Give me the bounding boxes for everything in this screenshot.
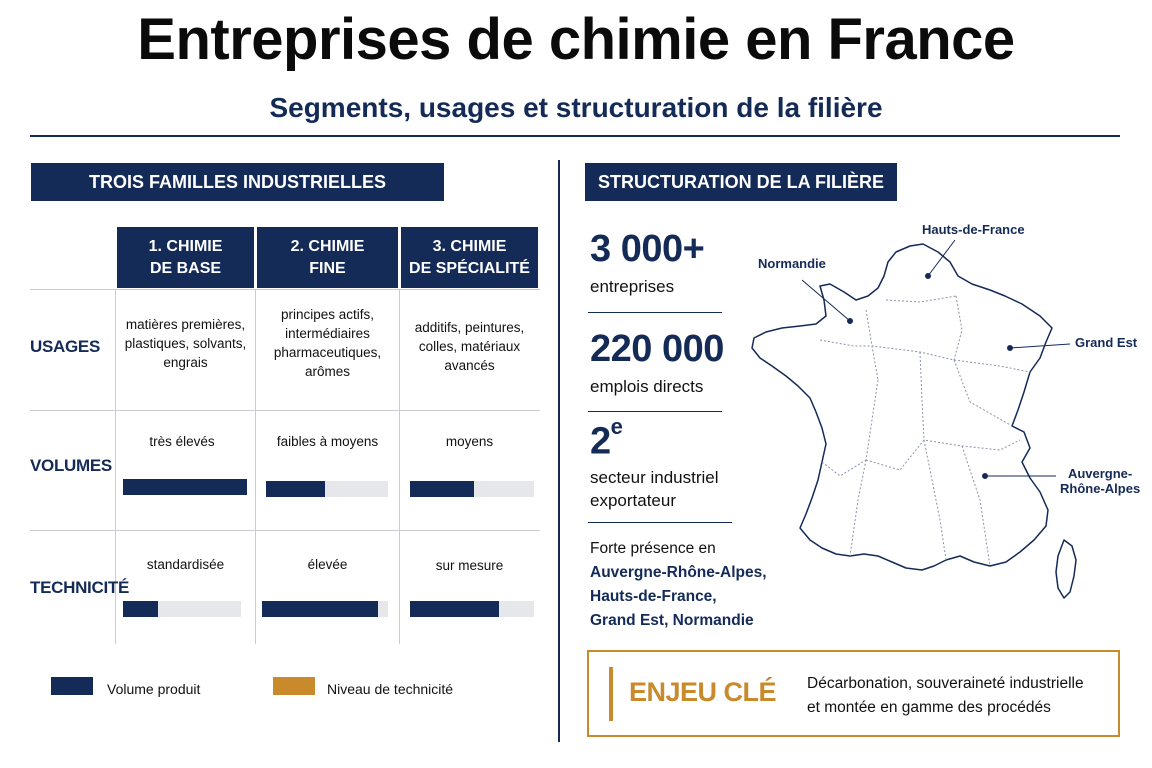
grid-line bbox=[30, 530, 540, 531]
usages-cell-specialite: additifs, peintures, colles, matériaux a… bbox=[401, 318, 538, 375]
stat-divider bbox=[588, 411, 722, 412]
stat-emplois-label: emplois directs bbox=[590, 377, 704, 396]
enjeu-label: ENJEU CLÉ bbox=[629, 677, 777, 707]
volume-bar-fill bbox=[266, 481, 325, 497]
volume-bar-fill bbox=[410, 481, 475, 497]
map-markers bbox=[801, 239, 1071, 479]
grand-est-leader bbox=[1009, 343, 1071, 349]
families-banner: TROIS FAMILLES INDUSTRIELLES bbox=[31, 163, 444, 201]
normandie-leader bbox=[801, 279, 851, 322]
column-header-line: FINE bbox=[309, 259, 346, 277]
france-outline bbox=[751, 243, 1077, 599]
volume-bar-specialite bbox=[410, 481, 534, 497]
legend-swatch-technicite bbox=[273, 677, 315, 695]
stat-rang-label-line: exportateur bbox=[590, 491, 676, 510]
grid-line bbox=[30, 410, 540, 411]
legend-label-technicite: Niveau de technicité bbox=[327, 681, 454, 697]
france-map bbox=[751, 239, 1077, 599]
volumes-cell-fine: faibles à moyens bbox=[276, 434, 379, 449]
presence-intro: Forte présence en bbox=[590, 540, 716, 557]
enjeu-text-line: Décarbonation, souveraineté industrielle bbox=[807, 675, 1084, 692]
column-header-line: DE BASE bbox=[149, 259, 222, 277]
stat-emplois-value: 220 000 bbox=[590, 328, 724, 370]
column-header-line: 2. CHIMIE bbox=[290, 237, 365, 255]
volume-bar-fill bbox=[123, 479, 247, 495]
volume-bar-fine bbox=[266, 481, 388, 497]
map-label-line: Rhône-Alpes bbox=[1060, 481, 1141, 496]
grid-line bbox=[115, 290, 116, 644]
structuration-banner: STRUCTURATION DE LA FILIÈRE bbox=[585, 163, 897, 201]
grid-line bbox=[399, 290, 400, 644]
column-header-chimie-de-base: 1. CHIMIE DE BASE bbox=[117, 227, 254, 288]
stat-rang-label-line: secteur industriel bbox=[590, 468, 719, 487]
technicite-bar-specialite bbox=[410, 601, 534, 617]
column-header-line: 3. CHIMIE bbox=[432, 237, 507, 255]
stat-rang-value: 2e bbox=[590, 414, 623, 464]
usages-cell-base: matières premières, plastiques, solvants… bbox=[117, 315, 254, 372]
technicite-bar-fill bbox=[410, 601, 500, 617]
map-label-auvergne: Auvergne- Rhône-Alpes bbox=[1060, 466, 1140, 496]
stat-divider bbox=[588, 522, 732, 523]
stat-entreprises-label: entreprises bbox=[590, 277, 675, 296]
volumes-cell-base: très élevés bbox=[149, 434, 215, 449]
row-label-technicite: TECHNICITÉ bbox=[30, 578, 130, 597]
stat-rang-label: secteur industriel exportateur bbox=[590, 466, 719, 512]
technicite-bar-fill bbox=[123, 601, 159, 617]
column-header-line: 1. CHIMIE bbox=[148, 237, 223, 255]
map-label-line: Auvergne- bbox=[1067, 466, 1133, 481]
grid-line bbox=[255, 290, 256, 644]
enjeu-text: Décarbonation, souveraineté industrielle… bbox=[807, 672, 1084, 720]
technicite-cell-specialite: sur mesure bbox=[435, 558, 504, 573]
enjeu-accent-bar bbox=[609, 667, 613, 721]
enjeu-text-line: et montée en gamme des procédés bbox=[807, 699, 1051, 716]
column-header-chimie-fine: 2. CHIMIE FINE bbox=[257, 227, 398, 288]
grid-line bbox=[30, 289, 540, 290]
legend-label-volume: Volume produit bbox=[107, 681, 201, 697]
technicite-bar-fill bbox=[262, 601, 378, 617]
header-divider bbox=[30, 135, 1120, 137]
stat-rang-sup: e bbox=[610, 414, 623, 439]
cell-text: principes actifs, intermédiaires pharmac… bbox=[273, 307, 382, 379]
volume-bar-base bbox=[123, 479, 247, 495]
presence-region: Auvergne-Rhône-Alpes, bbox=[590, 564, 767, 581]
presence-region: Hauts-de-France, bbox=[590, 588, 717, 605]
cell-text: matières premières, plastiques, solvants… bbox=[124, 317, 247, 370]
presence-region: Grand Est, Normandie bbox=[590, 612, 754, 629]
legend-swatch-volume bbox=[51, 677, 93, 695]
region-borders bbox=[819, 295, 1031, 567]
volumes-cell-specialite: moyens bbox=[445, 434, 494, 449]
row-label-usages: USAGES bbox=[30, 337, 100, 356]
row-label-volumes: VOLUMES bbox=[30, 456, 112, 475]
technicite-cell-base: standardisée bbox=[146, 557, 225, 572]
technicite-bar-fine bbox=[262, 601, 388, 617]
page-subtitle: Segments, usages et structuration de la … bbox=[269, 92, 883, 123]
enjeu-box: ENJEU CLÉ Décarbonation, souveraineté in… bbox=[587, 650, 1120, 737]
hauts-de-france-leader bbox=[927, 239, 956, 277]
presence-block: Forte présence en Auvergne-Rhône-Alpes, … bbox=[590, 537, 767, 633]
column-header-chimie-de-specialite: 3. CHIMIE DE SPÉCIALITÉ bbox=[401, 227, 538, 288]
usages-cell-fine: principes actifs, intermédiaires pharmac… bbox=[257, 305, 398, 381]
map-label-normandie: Normandie bbox=[758, 256, 826, 271]
stat-entreprises-value: 3 000+ bbox=[590, 228, 705, 270]
stat-divider bbox=[588, 312, 722, 313]
page-title: Entreprises de chimie en France bbox=[137, 7, 1015, 72]
map-label-hauts-de-france: Hauts-de-France bbox=[922, 222, 1025, 237]
panel-divider bbox=[558, 160, 560, 742]
cell-text: additifs, peintures, colles, matériaux a… bbox=[414, 320, 525, 373]
map-label-grand-est: Grand Est bbox=[1075, 335, 1138, 350]
technicite-cell-fine: élevée bbox=[307, 557, 348, 572]
technicite-bar-base bbox=[123, 601, 241, 617]
stat-rang-number: 2 bbox=[590, 420, 611, 463]
column-header-line: DE SPÉCIALITÉ bbox=[409, 259, 530, 277]
